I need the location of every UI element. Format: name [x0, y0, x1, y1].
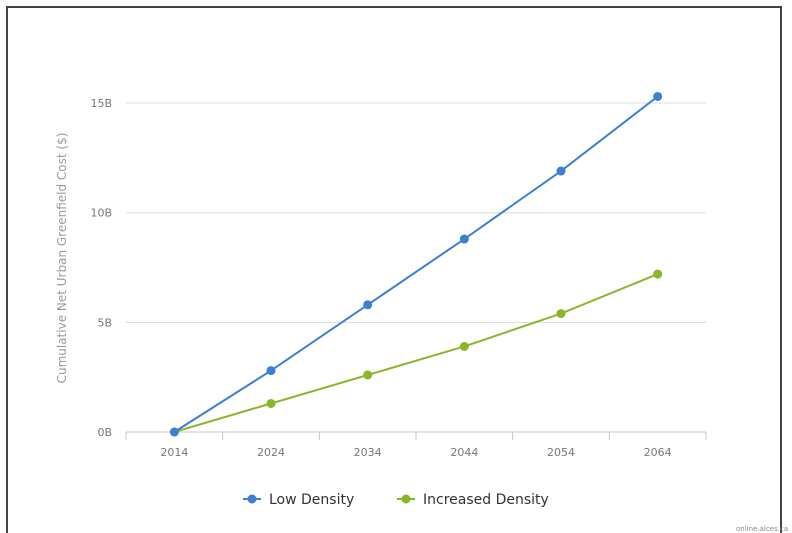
data-point-increased-density[interactable]: [363, 370, 373, 380]
data-point-low-density[interactable]: [653, 91, 663, 101]
x-tick-label: 2044: [450, 446, 478, 459]
x-tick-label: 2034: [354, 446, 382, 459]
x-tick-label: 2064: [644, 446, 672, 459]
data-point-increased-density[interactable]: [653, 269, 663, 279]
y-tick-label: 5B: [97, 316, 112, 329]
legend-swatch-marker: [247, 494, 257, 504]
data-point-increased-density[interactable]: [459, 341, 469, 351]
legend-item-increased-density[interactable]: Increased Density: [397, 492, 549, 508]
y-tick-label: 10B: [90, 207, 112, 220]
chart-frame: [6, 6, 782, 533]
legend-label: Low Density: [269, 492, 354, 508]
y-tick-label: 15B: [90, 97, 112, 110]
data-point-increased-density[interactable]: [266, 398, 276, 408]
y-tick-label: 0B: [97, 426, 112, 439]
credit-text: online.alces.ca: [736, 525, 788, 533]
data-point-low-density[interactable]: [363, 300, 373, 310]
series-line-increased-density: [174, 273, 659, 433]
data-point-low-density[interactable]: [459, 234, 469, 244]
x-tick-label: 2014: [160, 446, 188, 459]
data-point-increased-density[interactable]: [556, 309, 566, 319]
series-line-low-density: [173, 95, 659, 433]
y-axis-title: Cumulative Net Urban Greenfield Cost ($): [55, 133, 69, 384]
legend-item-low-density[interactable]: Low Density: [243, 492, 354, 508]
data-point-low-density[interactable]: [556, 166, 566, 176]
data-point-low-density[interactable]: [266, 366, 276, 376]
legend-swatch-marker: [401, 494, 411, 504]
data-point-low-density[interactable]: [169, 427, 179, 437]
x-tick-label: 2024: [257, 446, 285, 459]
legend-label: Increased Density: [423, 492, 549, 508]
x-tick-label: 2054: [547, 446, 575, 459]
